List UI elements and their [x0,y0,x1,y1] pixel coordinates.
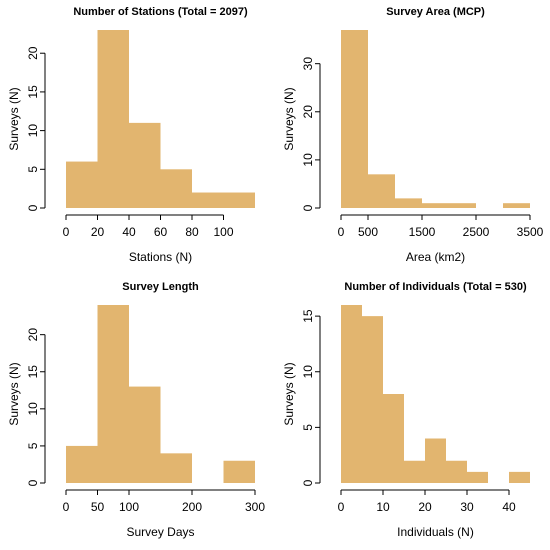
bar [341,30,368,208]
x-tick-label: 0 [338,225,345,239]
y-tick-label: 5 [26,166,40,173]
y-tick-label: 15 [26,85,40,99]
x-tick-label: 20 [418,500,432,514]
bar [223,460,255,483]
y-tick-label: 15 [301,309,315,323]
y-tick-label: 30 [301,57,315,71]
chart-title: Number of Individuals (Total = 530) [344,281,527,293]
bar [66,445,98,483]
chart-title: Survey Length [122,281,199,293]
bar [223,192,255,208]
bar [160,169,192,208]
bar [129,122,161,208]
y-tick-label: 15 [26,365,40,379]
y-axis-label: Surveys (N) [7,87,21,150]
panel: Number of Individuals (Total = 530) Indiv… [282,281,530,539]
x-tick-label: 100 [213,225,233,239]
panel: Number of Stations (Total = 2097) Station… [7,6,255,264]
x-tick-label: 0 [63,225,70,239]
bar [341,305,362,483]
x-tick-label: 200 [182,500,202,514]
bar [446,460,467,483]
bar [129,386,161,483]
bar [66,161,98,208]
bar [383,394,404,483]
y-tick-label: 0 [301,204,315,211]
y-tick-label: 10 [26,124,40,138]
bar [362,316,383,483]
x-tick-label: 40 [502,500,516,514]
x-tick-label: 2500 [463,225,490,239]
y-tick-label: 0 [26,479,40,486]
bar [422,203,449,208]
x-tick-label: 10 [376,500,390,514]
x-tick-label: 3500 [517,225,544,239]
x-tick-label: 100 [119,500,139,514]
bar [192,192,224,208]
chart-title: Number of Stations (Total = 2097) [73,6,248,18]
x-tick-label: 60 [154,225,168,239]
bar [503,203,530,208]
x-tick-label: 20 [91,225,105,239]
bar [425,438,446,483]
y-axis-label: Surveys (N) [282,362,296,425]
y-tick-label: 10 [301,153,315,167]
bar [449,203,476,208]
bar [97,30,129,208]
bar [160,453,192,483]
x-axis-label: Individuals (N) [397,525,474,539]
x-tick-label: 0 [63,500,70,514]
y-axis-label: Surveys (N) [7,362,21,425]
y-tick-label: 5 [301,424,315,431]
x-tick-label: 1500 [409,225,436,239]
chart-title: Survey Area (MCP) [386,6,485,18]
panel: Survey Area (MCP)Area (km2)Surveys (N)0 5… [282,6,543,264]
y-tick-label: 0 [301,479,315,486]
bar [97,305,129,483]
x-tick-label: 500 [358,225,378,239]
y-tick-label: 10 [26,402,40,416]
bar [509,471,530,483]
y-tick-label: 10 [301,365,315,379]
x-tick-label: 80 [185,225,199,239]
y-tick-label: 0 [26,204,40,211]
bar [395,198,422,208]
x-tick-label: 30 [460,500,474,514]
y-tick-label: 20 [26,46,40,60]
bar [467,471,488,483]
y-tick-label: 5 [26,442,40,449]
y-axis-label: Surveys (N) [282,87,296,150]
bar [368,174,395,208]
x-axis-label: Stations (N) [129,250,192,264]
x-tick-label: 40 [122,225,136,239]
x-tick-label: 0 [338,500,345,514]
bar [404,460,425,483]
x-axis-label: Survey Days [126,525,194,539]
x-tick-label: 300 [245,500,265,514]
x-tick-label: 50 [91,500,105,514]
x-axis-label: Area (km2) [406,250,465,264]
y-tick-label: 20 [301,105,315,119]
y-tick-label: 20 [26,328,40,342]
